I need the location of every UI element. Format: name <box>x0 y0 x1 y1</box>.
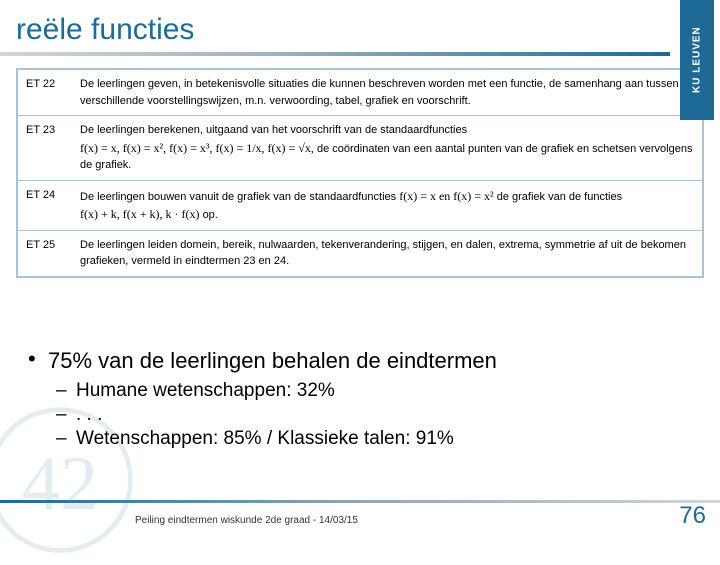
table-row: ET 23 De leerlingen berekenen, uitgaand … <box>18 116 702 181</box>
et-label: ET 22 <box>18 70 72 116</box>
et-desc: De leerlingen leiden domein, bereik, nul… <box>72 230 702 276</box>
et-label: ET 24 <box>18 180 72 230</box>
footer-text: Peiling eindtermen wiskunde 2de graad - … <box>135 515 358 526</box>
eindtermen-table: ET 22 De leerlingen geven, in betekenisv… <box>16 68 704 278</box>
bullet-sub: Humane wetenschappen: 32% <box>28 380 720 402</box>
bullet-list: 75% van de leerlingen behalen de eindter… <box>0 348 720 450</box>
footer-line <box>0 500 720 503</box>
bullet-sub: . . . <box>28 404 720 426</box>
table-row: ET 22 De leerlingen geven, in betekenisv… <box>18 70 702 116</box>
et-text: de grafiek van de functies <box>497 191 622 203</box>
bullet-sub: Wetenschappen: 85% / Klassieke talen: 91… <box>28 428 720 450</box>
et-text: De leerlingen bouwen vanuit de grafiek v… <box>80 191 396 203</box>
et-formula: f(x) = x en f(x) = x² <box>399 189 493 203</box>
kuleuven-logo: KU LEUVEN <box>680 0 714 120</box>
page-number: 76 <box>679 502 706 530</box>
header: reële functies <box>0 0 720 60</box>
et-label: ET 23 <box>18 116 72 181</box>
et-desc: De leerlingen geven, in betekenisvolle s… <box>72 70 702 116</box>
table-row: ET 25 De leerlingen leiden domein, berei… <box>18 230 702 276</box>
footer: Peiling eindtermen wiskunde 2de graad - … <box>0 500 720 534</box>
et-label: ET 25 <box>18 230 72 276</box>
et-text: De leerlingen berekenen, uitgaand van he… <box>80 124 467 136</box>
et-formula: f(x) + k, f(x + k), k · f(x) <box>80 207 200 221</box>
et-desc: De leerlingen berekenen, uitgaand van he… <box>72 116 702 181</box>
page-title: reële functies <box>16 13 194 47</box>
et-text: op. <box>203 209 218 221</box>
et-formula: f(x) = x, f(x) = x², f(x) = x³, f(x) = 1… <box>80 141 314 155</box>
header-underline <box>0 52 670 56</box>
bullet-main: 75% van de leerlingen behalen de eindter… <box>28 348 720 374</box>
et-desc: De leerlingen bouwen vanuit de grafiek v… <box>72 180 702 230</box>
table-row: ET 24 De leerlingen bouwen vanuit de gra… <box>18 180 702 230</box>
